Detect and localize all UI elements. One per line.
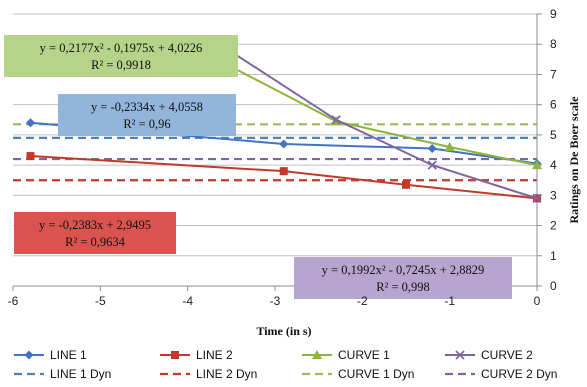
legend-label: LINE 2 — [196, 348, 233, 362]
y-axis-title: Ratings on De Boer scale — [567, 96, 581, 224]
data-point-curve-2 — [331, 115, 341, 125]
equation-box-bg — [4, 35, 238, 77]
legend-label: CURVE 2 Dyn — [481, 367, 557, 381]
y-tick-label: 9 — [550, 7, 557, 21]
x-tick-label: -6 — [8, 294, 19, 308]
y-tick-label: 4 — [550, 158, 557, 172]
series-line-curve-2 — [230, 50, 538, 200]
equation-box-bg — [58, 94, 236, 136]
equation-box-bg — [14, 212, 176, 254]
legend-label: LINE 2 Dyn — [196, 367, 257, 381]
equation-box: y = 0,2177x² - 0,1975x + 4,0226 R² = 0,99… — [4, 35, 238, 77]
data-point-line-2 — [402, 180, 410, 189]
series-line-line-2 — [30, 155, 538, 200]
y-tick-label: 7 — [550, 67, 557, 81]
dyn-lines — [13, 123, 537, 182]
x-axis-title: Time (in s) — [256, 324, 311, 338]
equation-boxes: y = 0,2177x² - 0,1975x + 4,0226 R² = 0,99… — [4, 35, 512, 299]
equation-box-bg — [294, 257, 512, 299]
series-line-curve-1 — [230, 66, 538, 167]
x-tick-label: -1 — [444, 294, 455, 308]
legend-item-curve-2: CURVE 2 — [445, 348, 533, 362]
data-point-curve-2 — [532, 193, 542, 203]
data-point-curve-2 — [427, 160, 437, 170]
legend-marker — [312, 350, 322, 359]
legend-label: CURVE 2 — [481, 348, 533, 362]
legend-label: LINE 1 — [50, 348, 87, 362]
legend-marker — [24, 350, 34, 360]
equation-box: y = 0,1992x² - 0,7245x + 2,8829 R² = 0,99… — [294, 257, 512, 299]
legend: LINE 1 LINE 2 CURVE 1 CURVE 2 LINE 1 Dyn LINE… — [14, 348, 557, 381]
equation-text: y = 0,1992x² - 0,7245x + 2,8829 — [322, 263, 485, 277]
legend-item-line-1-dyn: LINE 1 Dyn — [14, 367, 111, 381]
x-tick-label: -2 — [357, 294, 368, 308]
equation-box: y = -0,2334x + 4,0558 R² = 0,96 — [58, 94, 236, 136]
equation-text: y = 0,2177x² - 0,1975x + 4,0226 — [40, 41, 203, 55]
legend-label: LINE 1 Dyn — [50, 367, 111, 381]
data-point-curve-1 — [444, 141, 455, 151]
y-tick-label: 8 — [550, 37, 557, 51]
legend-item-line-1: LINE 1 — [14, 348, 87, 362]
r-squared-text: R² = 0,998 — [376, 280, 430, 294]
r-squared-text: R² = 0,9918 — [91, 58, 151, 72]
data-point-line-2 — [279, 167, 288, 176]
series-lines — [25, 47, 542, 203]
legend-label: CURVE 1 Dyn — [338, 367, 414, 381]
y-tick-label: 1 — [550, 249, 557, 263]
data-point-curve-1 — [532, 160, 542, 170]
r-squared-text: R² = 0,9634 — [65, 235, 126, 249]
equation-text: y = -0,2383x + 2,9495 — [39, 218, 151, 232]
tick-labels: -6 -5 -4 -3 -2 -1 00 1 2 3 4 5 6 7 8 9 — [8, 7, 557, 308]
legend-label: CURVE 1 — [338, 348, 390, 362]
legend-marker — [171, 351, 179, 359]
y-tick-label: 5 — [550, 128, 557, 142]
equation-text: y = -0,2334x + 4,0558 — [91, 100, 203, 114]
x-tick-label: 0 — [534, 294, 541, 308]
legend-item-line-2-dyn: LINE 2 Dyn — [160, 367, 257, 381]
x-tick-label: -4 — [182, 294, 193, 308]
y-tick-label: 3 — [550, 188, 557, 202]
legend-item-curve-1-dyn: CURVE 1 Dyn — [302, 367, 414, 381]
y-tick-label: 2 — [550, 219, 557, 233]
y-tick-label: 0 — [550, 279, 557, 293]
legend-item-line-2: LINE 2 — [160, 348, 233, 362]
y-tick-label: 6 — [550, 98, 557, 112]
r-squared-text: R² = 0,96 — [123, 117, 170, 131]
data-point-line-1 — [279, 139, 289, 149]
x-tick-label: -5 — [95, 294, 106, 308]
data-point-line-2 — [26, 152, 35, 161]
legend-marker — [455, 350, 465, 360]
x-tick-label: -3 — [270, 294, 281, 308]
legend-item-curve-2-dyn: CURVE 2 Dyn — [445, 367, 557, 381]
data-point-line-1 — [25, 118, 35, 128]
equation-box: y = -0,2383x + 2,9495 R² = 0,9634 — [14, 212, 176, 254]
data-point-line-1 — [427, 143, 437, 153]
legend-item-curve-1: CURVE 1 — [302, 348, 390, 362]
